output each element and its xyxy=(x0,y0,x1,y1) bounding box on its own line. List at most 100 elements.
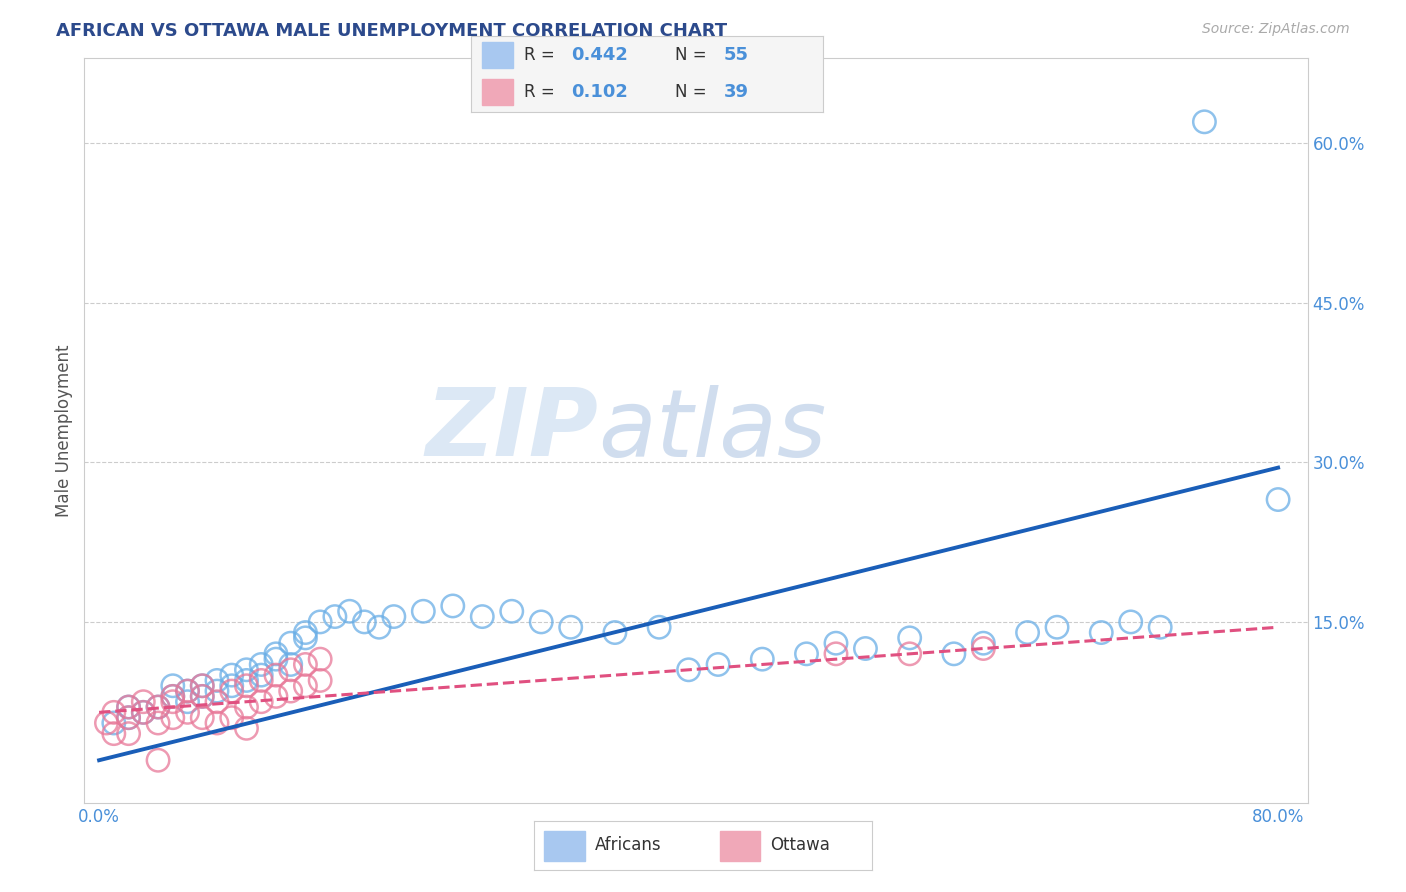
Text: Source: ZipAtlas.com: Source: ZipAtlas.com xyxy=(1202,22,1350,37)
Text: 0.442: 0.442 xyxy=(571,46,628,64)
Point xyxy=(353,615,375,629)
Point xyxy=(176,695,198,709)
Point xyxy=(205,716,228,731)
Point xyxy=(221,711,243,725)
Point xyxy=(162,711,184,725)
Point xyxy=(441,599,464,613)
Text: AFRICAN VS OTTAWA MALE UNEMPLOYMENT CORRELATION CHART: AFRICAN VS OTTAWA MALE UNEMPLOYMENT CORR… xyxy=(56,22,727,40)
Point xyxy=(176,684,198,698)
Point xyxy=(235,663,257,677)
Point xyxy=(221,668,243,682)
Point xyxy=(235,679,257,693)
Point xyxy=(235,700,257,714)
Point xyxy=(235,721,257,735)
Point xyxy=(221,684,243,698)
Point xyxy=(1149,620,1171,634)
Text: 55: 55 xyxy=(724,46,749,64)
Point xyxy=(103,706,125,720)
Y-axis label: Male Unemployment: Male Unemployment xyxy=(55,344,73,516)
Point xyxy=(972,636,994,650)
Point xyxy=(117,700,139,714)
Text: Ottawa: Ottawa xyxy=(770,836,831,855)
Point xyxy=(205,695,228,709)
Point xyxy=(796,647,818,661)
Point xyxy=(205,684,228,698)
Point xyxy=(191,690,214,704)
Point xyxy=(1090,625,1112,640)
Point xyxy=(603,625,626,640)
Point xyxy=(294,625,316,640)
Point xyxy=(117,700,139,714)
Point xyxy=(825,636,848,650)
Point xyxy=(250,668,273,682)
Point xyxy=(1194,115,1216,129)
Point xyxy=(264,690,287,704)
Text: 0.102: 0.102 xyxy=(571,83,628,101)
Bar xyxy=(482,78,513,105)
Text: R =: R = xyxy=(524,46,560,64)
Point xyxy=(309,652,332,666)
Point xyxy=(146,700,169,714)
Bar xyxy=(720,831,761,861)
Point xyxy=(250,673,273,688)
Point xyxy=(280,636,302,650)
Point xyxy=(294,631,316,645)
Point xyxy=(560,620,582,634)
Point xyxy=(117,711,139,725)
Point xyxy=(117,711,139,725)
Point xyxy=(96,716,118,731)
Point xyxy=(132,695,155,709)
Point xyxy=(1046,620,1069,634)
Point xyxy=(648,620,671,634)
Point xyxy=(264,668,287,682)
Point xyxy=(412,604,434,618)
Point xyxy=(898,647,921,661)
Point xyxy=(530,615,553,629)
Point xyxy=(162,690,184,704)
Point xyxy=(471,609,494,624)
Point xyxy=(250,657,273,672)
Text: ZIP: ZIP xyxy=(425,384,598,476)
Point xyxy=(176,684,198,698)
Point xyxy=(176,706,198,720)
Point xyxy=(146,700,169,714)
Point xyxy=(1017,625,1039,640)
Point xyxy=(855,641,877,656)
Point xyxy=(235,673,257,688)
Point xyxy=(221,679,243,693)
Point xyxy=(323,609,346,624)
Point xyxy=(825,647,848,661)
Point xyxy=(294,679,316,693)
Point xyxy=(898,631,921,645)
Point xyxy=(309,615,332,629)
Text: 39: 39 xyxy=(724,83,749,101)
Point xyxy=(501,604,523,618)
Point xyxy=(280,663,302,677)
Text: R =: R = xyxy=(524,83,560,101)
Text: N =: N = xyxy=(675,83,711,101)
Point xyxy=(250,695,273,709)
Point xyxy=(678,663,700,677)
Point xyxy=(146,716,169,731)
Point xyxy=(132,706,155,720)
Point xyxy=(280,684,302,698)
Point xyxy=(309,673,332,688)
Point xyxy=(191,690,214,704)
Point xyxy=(162,679,184,693)
Point xyxy=(707,657,730,672)
Point xyxy=(205,673,228,688)
Point xyxy=(191,711,214,725)
Point xyxy=(162,695,184,709)
Point xyxy=(942,647,965,661)
Point xyxy=(280,657,302,672)
Point xyxy=(191,679,214,693)
Point xyxy=(368,620,391,634)
Point xyxy=(132,706,155,720)
Point xyxy=(191,679,214,693)
Point xyxy=(117,726,139,740)
Point xyxy=(972,641,994,656)
Point xyxy=(103,726,125,740)
Bar xyxy=(482,42,513,69)
Point xyxy=(751,652,773,666)
Point xyxy=(103,716,125,731)
